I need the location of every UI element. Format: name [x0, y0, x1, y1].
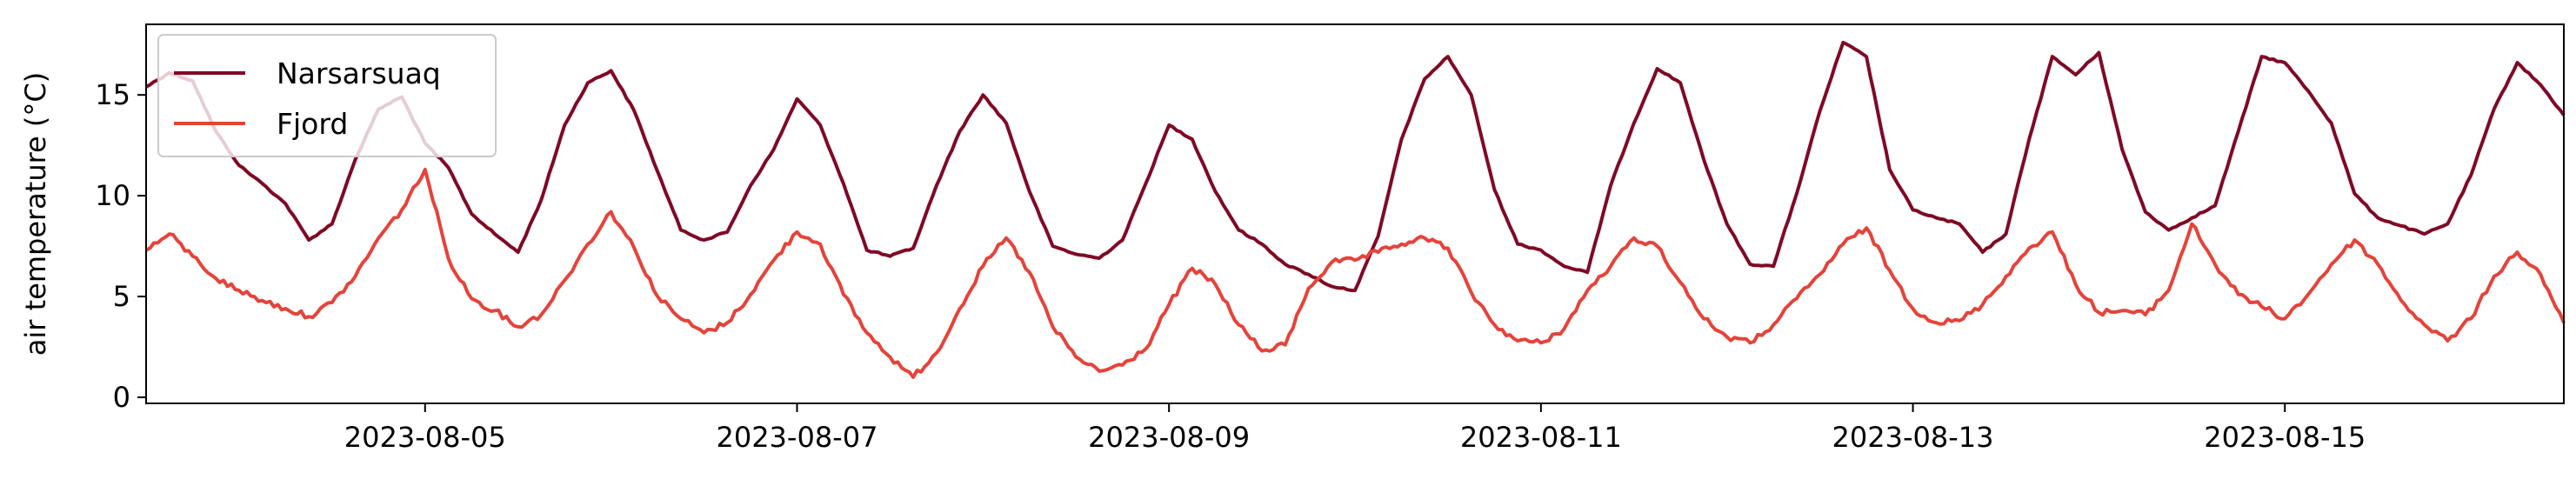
legend-label: Narsarsuaq	[277, 57, 441, 90]
x-tick-label: 2023-08-07	[716, 421, 878, 454]
legend-box	[157, 34, 497, 157]
x-tick-label: 2023-08-13	[1832, 421, 1994, 454]
x-tick-label: 2023-08-05	[344, 421, 506, 454]
y-tick-label: 10	[95, 179, 130, 212]
y-axis-label: air temperature (°C)	[19, 72, 52, 356]
x-tick-label: 2023-08-15	[2204, 421, 2366, 454]
x-tick-label: 2023-08-09	[1088, 421, 1250, 454]
series-line-narsarsuaq	[145, 40, 2566, 293]
plot-frame	[145, 23, 2565, 404]
y-axis: 0 5 10 15	[95, 78, 146, 414]
legend: Narsarsuaq Fjord	[157, 34, 497, 157]
legend-label: Fjord	[277, 107, 348, 141]
y-tick-label: 0	[113, 381, 130, 414]
series-line-fjord	[145, 168, 2566, 379]
series-layer	[145, 40, 2566, 379]
x-tick-label: 2023-08-11	[1460, 421, 1622, 454]
y-tick-label: 5	[113, 280, 130, 313]
y-tick-label: 15	[95, 78, 130, 111]
x-axis: 2023-08-05 2023-08-07 2023-08-09 2023-08-11…	[344, 403, 2366, 454]
